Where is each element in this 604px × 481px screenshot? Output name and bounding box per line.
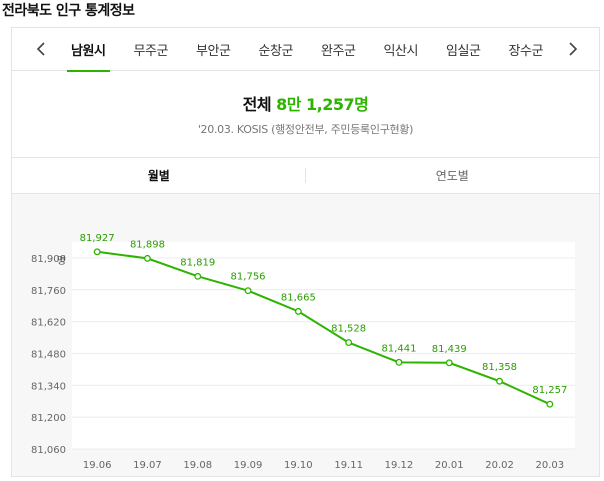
- region-tabbar: 남원시 무주군 부안군 순창군 완주군 익산시 임실군 장수군: [12, 28, 599, 72]
- y-tick-label: 81,620: [31, 318, 66, 329]
- tab-region[interactable]: 부안군: [196, 44, 231, 59]
- y-tick-label: 81,480: [31, 349, 66, 360]
- x-tick-label: 19.11: [334, 460, 363, 471]
- tab-region[interactable]: 완주군: [321, 44, 356, 59]
- data-label: 81,819: [180, 257, 215, 268]
- tab-region[interactable]: 남원시: [57, 28, 120, 72]
- page-title: 전라북도 인구 통계정보: [2, 3, 135, 19]
- data-point: [294, 307, 302, 315]
- data-point: [143, 254, 151, 262]
- tab-monthly[interactable]: 월별: [147, 169, 170, 183]
- tab-region[interactable]: 익산시: [383, 44, 419, 59]
- x-tick-label: 19.10: [284, 460, 313, 471]
- x-tick-label: 20.02: [485, 460, 514, 471]
- data-point: [345, 339, 353, 346]
- plot-background: [72, 242, 575, 449]
- region-tabs: 남원시 무주군 부안군 순창군 완주군 익산시 임실군 장수군: [57, 28, 557, 72]
- x-tick-label: 19.12: [385, 460, 414, 471]
- population-card: 남원시 무주군 부안군 순창군 완주군 익산시 임실군 장수군 전체 8만 1,257명 '2…: [11, 27, 600, 477]
- data-label: 81,439: [432, 344, 467, 355]
- tab-region[interactable]: 순창군: [258, 44, 294, 59]
- tab-region[interactable]: 임실군: [446, 44, 481, 59]
- data-source: '20.03. KOSIS (행정안전부, 주민등록인구현황): [197, 123, 414, 136]
- data-point: [244, 287, 252, 295]
- x-tick-label: 19.09: [234, 460, 263, 471]
- y-tick-label: 81,340: [31, 381, 66, 392]
- data-label: 81,756: [231, 272, 266, 283]
- period-tabs: 월별 연도별: [12, 157, 599, 194]
- y-tick-label: 81,760: [31, 286, 66, 297]
- y-tick-label: 81,200: [31, 413, 66, 424]
- data-point: [93, 248, 101, 256]
- population-summary: 전체 8만 1,257명: [12, 91, 599, 115]
- data-label: 81,528: [331, 324, 366, 335]
- x-tick-label: 19.07: [133, 460, 162, 471]
- data-label: 81,665: [281, 292, 316, 303]
- data-label: 81,257: [532, 385, 567, 396]
- data-label: 81,358: [482, 362, 517, 373]
- data-label: 81,927: [80, 233, 115, 244]
- population-line-chart: 81,900 81,760 81,620 81,480 81,340 81,200 81,0…: [31, 233, 575, 471]
- summary-label: 전체: [242, 95, 272, 114]
- data-point: [445, 359, 453, 367]
- y-tick-label: 81,900: [31, 254, 66, 265]
- summary-value: 8만 1,257명: [276, 95, 369, 114]
- y-tick-label: 81,060: [31, 445, 66, 456]
- period-tab-divider: [305, 168, 306, 183]
- x-tick-label: 19.06: [83, 460, 112, 471]
- tab-region[interactable]: 무주군: [133, 44, 169, 59]
- series-line: [97, 250, 551, 406]
- chevron-right-icon[interactable]: [563, 39, 583, 59]
- tab-region[interactable]: 장수군: [508, 44, 544, 59]
- x-tick-label: 20.01: [435, 460, 464, 471]
- data-point: [496, 377, 503, 385]
- x-tick-label: 20.03: [536, 460, 565, 471]
- data-point: [395, 358, 403, 366]
- tab-yearly[interactable]: 연도별: [435, 169, 469, 183]
- data-point: [194, 272, 202, 280]
- data-label: 81,441: [381, 343, 416, 354]
- data-label: 81,898: [130, 239, 165, 250]
- data-point: [546, 400, 554, 408]
- chart-area: 81,900 81,760 81,620 81,480 81,340 81,200 81,0…: [12, 194, 599, 476]
- chevron-left-icon[interactable]: [31, 39, 51, 59]
- y-unit-label: 명: [57, 255, 66, 267]
- x-tick-label: 19.08: [183, 460, 212, 471]
